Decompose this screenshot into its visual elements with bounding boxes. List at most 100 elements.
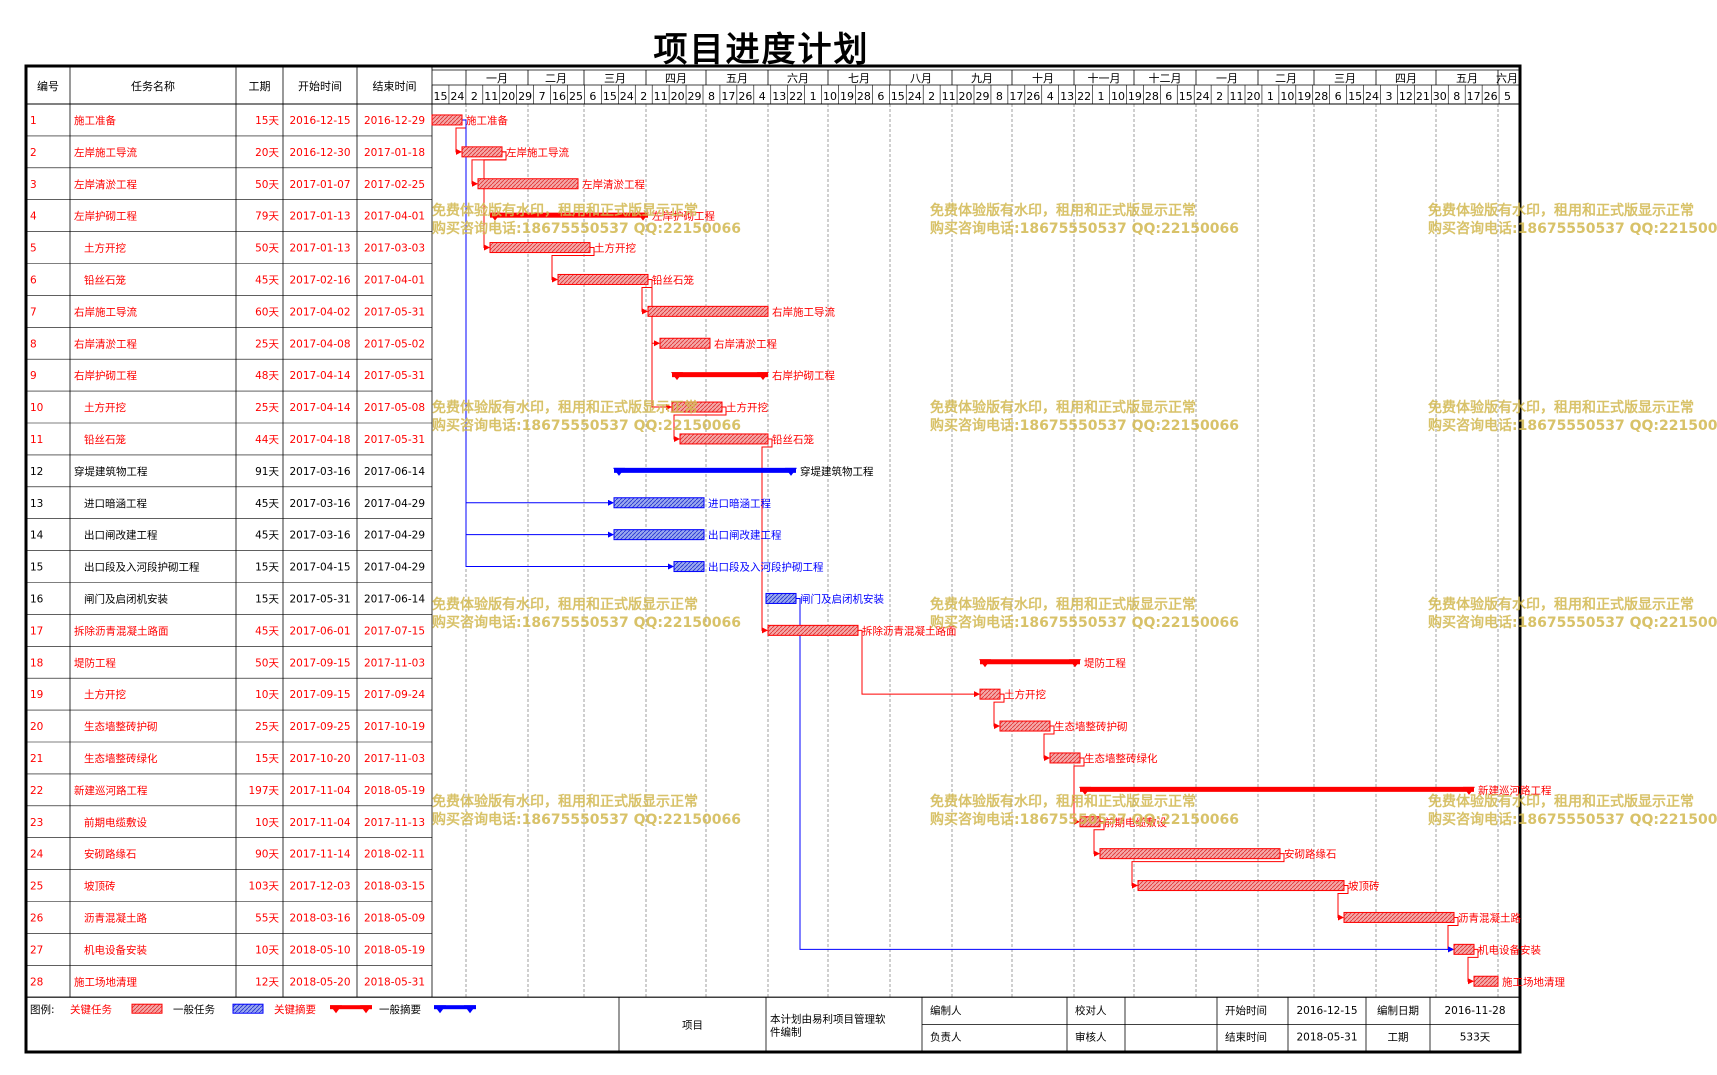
month-label: 四月 — [1395, 72, 1417, 85]
task-id: 3 — [30, 179, 37, 191]
day-tick-label: 15 — [1348, 90, 1362, 103]
month-label: 三月 — [1334, 72, 1356, 85]
dependency-link — [551, 247, 595, 283]
day-tick-label: 10 — [1111, 90, 1125, 103]
task-end: 2017-05-08 — [364, 402, 425, 414]
day-tick-label: 19 — [840, 90, 854, 103]
day-tick-label: 5 — [1504, 90, 1511, 103]
summary-cap — [1079, 786, 1091, 795]
task-id: 16 — [30, 593, 44, 605]
day-tick-label: 29 — [518, 90, 532, 103]
bar-label: 左岸护砌工程 — [652, 210, 715, 223]
legend-normal-task-label: 一般任务 — [173, 1003, 215, 1016]
legend-critical-summary-cap — [330, 1005, 342, 1014]
task-start: 2016-12-30 — [289, 147, 350, 159]
task-end: 2017-04-29 — [364, 498, 425, 510]
month-label: 六月 — [1496, 72, 1518, 85]
footer-made-date-label: 编制日期 — [1377, 1004, 1419, 1017]
month-label: 七月 — [848, 72, 870, 85]
legend-critical-task-swatch — [131, 1003, 163, 1014]
task-bar — [1453, 943, 1475, 955]
task-start: 2017-04-15 — [289, 562, 350, 574]
task-start: 2017-01-07 — [289, 179, 350, 191]
task-bar — [647, 305, 769, 317]
bar-label: 左岸施工导流 — [506, 146, 569, 159]
dependency-link — [462, 119, 614, 506]
summary-cap — [489, 212, 501, 221]
dependency-link — [462, 119, 674, 570]
task-start: 2017-10-20 — [289, 753, 350, 765]
task-duration: 25天 — [255, 721, 279, 733]
day-tick-label: 6 — [877, 90, 884, 103]
task-start: 2017-04-02 — [289, 306, 350, 318]
day-tick-label: 3 — [1385, 90, 1392, 103]
task-name: 土方开挖 — [84, 688, 126, 701]
task-duration: 15天 — [255, 593, 279, 605]
task-duration: 20天 — [255, 147, 279, 159]
task-name: 左岸清淤工程 — [74, 178, 137, 191]
day-tick-label: 17 — [1009, 90, 1023, 103]
task-end: 2017-04-29 — [364, 530, 425, 542]
day-tick-label: 17 — [721, 90, 735, 103]
task-end: 2017-04-01 — [364, 274, 425, 286]
task-end: 2018-05-09 — [364, 912, 425, 924]
watermark-text: 免费体验版有水印，租用和正式版显示正常 — [432, 596, 698, 613]
task-end: 2017-11-03 — [364, 657, 425, 669]
day-tick-label: 28 — [1314, 90, 1328, 103]
task-end: 2017-02-25 — [364, 179, 425, 191]
bar-label: 坡顶砖 — [1348, 880, 1380, 893]
watermark-text: 免费体验版有水印，租用和正式版显示正常 — [930, 793, 1196, 810]
task-duration: 50天 — [255, 179, 279, 191]
day-tick-label: 28 — [857, 90, 871, 103]
task-end: 2017-05-02 — [364, 338, 425, 350]
task-name: 沥青混凝土路 — [84, 911, 147, 924]
task-id: 19 — [30, 689, 43, 701]
month-label: 四月 — [665, 72, 687, 85]
task-bar — [461, 146, 503, 158]
task-start: 2017-12-03 — [289, 881, 350, 893]
watermark-text: 购买咨询电话:18675550537 QQ:22150066 — [1428, 614, 1717, 631]
footer-editor-label: 编制人 — [930, 1004, 962, 1017]
task-start: 2017-06-01 — [289, 625, 350, 637]
watermark-text: 免费体验版有水印，租用和正式版显示正常 — [930, 202, 1196, 219]
task-end: 2018-05-19 — [364, 785, 425, 797]
day-tick-label: 13 — [772, 90, 786, 103]
task-name: 堤防工程 — [74, 656, 116, 669]
task-bar — [1343, 911, 1455, 923]
bar-label: 进口暗涵工程 — [708, 497, 771, 510]
task-id: 24 — [30, 849, 44, 861]
task-bar — [1079, 816, 1101, 828]
task-end: 2018-03-15 — [364, 881, 425, 893]
day-tick-label: 25 — [569, 90, 583, 103]
task-name: 拆除沥青混凝土路面 — [74, 624, 169, 637]
task-duration: 45天 — [255, 530, 279, 542]
bar-label: 安砌路缘石 — [1284, 848, 1337, 861]
task-id: 2 — [30, 147, 37, 159]
dependency-link — [648, 278, 672, 411]
task-name: 土方开挖 — [84, 242, 126, 255]
task-end: 2017-05-31 — [364, 434, 425, 446]
bar-label: 右岸施工导流 — [772, 305, 835, 318]
task-duration: 10天 — [255, 817, 279, 829]
bar-label: 铅丝石笼 — [772, 433, 814, 446]
task-id: 28 — [30, 976, 43, 988]
task-bar — [557, 273, 649, 285]
day-tick-label: 26 — [1026, 90, 1040, 103]
task-start: 2017-03-16 — [289, 530, 350, 542]
day-tick-label: 11 — [942, 90, 956, 103]
day-tick-label: 2 — [928, 90, 935, 103]
watermark-text: 购买咨询电话:18675550537 QQ:22150066 — [432, 811, 741, 828]
bar-label: 穿堤建筑物工程 — [800, 465, 874, 478]
task-id: 21 — [30, 753, 43, 765]
task-name: 闸门及启闭机安装 — [84, 592, 168, 605]
task-id: 22 — [30, 785, 43, 797]
day-tick-label: 15 — [1179, 90, 1193, 103]
day-tick-label: 30 — [1433, 90, 1447, 103]
task-end: 2016-12-29 — [364, 115, 425, 127]
day-tick-label: 29 — [688, 90, 702, 103]
task-name: 右岸护砌工程 — [74, 369, 137, 382]
legend-label: 图例: — [30, 1003, 55, 1016]
task-duration: 45天 — [255, 625, 279, 637]
bar-label: 机电设备安装 — [1478, 943, 1541, 956]
watermark-text: 免费体验版有水印，租用和正式版显示正常 — [930, 399, 1196, 416]
